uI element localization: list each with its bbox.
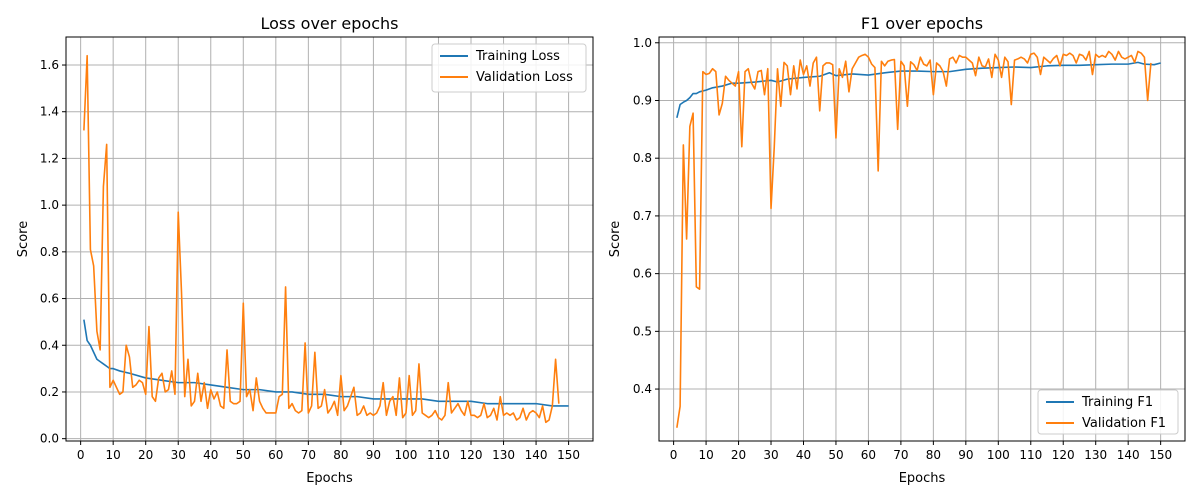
x-tick-label: 120 — [1052, 448, 1075, 462]
x-tick-label: 140 — [525, 448, 548, 462]
series-line-training — [83, 319, 569, 407]
x-tick-label: 110 — [1019, 448, 1042, 462]
legend: Training F1 Validation F1 — [1037, 389, 1179, 435]
x-tick-label: 110 — [427, 448, 450, 462]
x-tick-label: 150 — [557, 448, 580, 462]
y-tick-label: 0.6 — [633, 267, 652, 281]
y-tick-label: 0.7 — [633, 209, 652, 223]
x-tick-label: 40 — [203, 448, 218, 462]
x-tick-label: 20 — [138, 448, 153, 462]
plot-frame — [65, 36, 594, 442]
series-line-validation — [676, 50, 1152, 428]
legend-box — [431, 43, 587, 93]
legend: Training Loss Validation Loss — [431, 43, 587, 93]
x-tick-label: 0 — [670, 448, 678, 462]
x-tick-label: 20 — [731, 448, 746, 462]
y-axis-label: Score — [16, 221, 31, 257]
loss-chart: Loss over epochs Epochs Score 0 10 20 30 40 5… — [16, 14, 594, 486]
x-tick-label: 60 — [268, 448, 283, 462]
y-tick-label: 1.2 — [40, 151, 59, 165]
chart-title: Loss over epochs — [260, 14, 398, 33]
chart-title: F1 over epochs — [861, 14, 983, 33]
x-tick-label: 70 — [301, 448, 316, 462]
x-tick-label: 100 — [394, 448, 417, 462]
f1-chart: F1 over epochs Epochs Score 0 10 20 30 40 50 6… — [608, 14, 1186, 486]
x-tick-label: 130 — [492, 448, 515, 462]
y-tick-label: 0.9 — [633, 93, 652, 107]
x-tick-label: 70 — [893, 448, 908, 462]
x-tick-label: 50 — [828, 448, 843, 462]
x-tick-label: 50 — [236, 448, 251, 462]
x-tick-label: 80 — [926, 448, 941, 462]
series-line-validation — [83, 54, 560, 424]
x-tick-label: 90 — [958, 448, 973, 462]
legend-label: Training F1 — [1081, 395, 1153, 410]
x-tick-label: 30 — [171, 448, 186, 462]
x-axis-label: Epochs — [899, 471, 946, 486]
y-tick-label: 0.8 — [633, 151, 652, 165]
x-tick-label: 0 — [77, 448, 85, 462]
x-tick-label: 10 — [698, 448, 713, 462]
legend-label: Validation F1 — [1082, 416, 1166, 431]
x-tick-label: 130 — [1084, 448, 1107, 462]
x-tick-label: 30 — [763, 448, 778, 462]
x-tick-label: 90 — [366, 448, 381, 462]
x-tick-label: 140 — [1117, 448, 1140, 462]
legend-label: Validation Loss — [476, 70, 573, 85]
y-tick-label: 1.4 — [40, 105, 59, 119]
x-tick-label: 120 — [460, 448, 483, 462]
y-tick-label: 0.0 — [40, 432, 59, 446]
x-tick-label: 60 — [861, 448, 876, 462]
x-tick-label: 80 — [333, 448, 348, 462]
y-tick-label: 1.0 — [633, 36, 652, 50]
y-tick-label: 0.4 — [40, 338, 59, 352]
y-tick-label: 0.2 — [40, 385, 59, 399]
x-tick-label: 40 — [796, 448, 811, 462]
y-tick-label: 0.6 — [40, 292, 59, 306]
y-tick-label: 0.5 — [633, 324, 652, 338]
x-tick-label: 150 — [1149, 448, 1172, 462]
x-tick-label: 10 — [106, 448, 121, 462]
y-tick-label: 0.4 — [633, 382, 652, 396]
y-tick-label: 0.8 — [40, 245, 59, 259]
plot-frame — [658, 36, 1186, 442]
legend-label: Training Loss — [475, 49, 560, 64]
x-axis-label: Epochs — [306, 471, 353, 486]
x-tick-label: 100 — [987, 448, 1010, 462]
y-tick-label: 1.6 — [40, 58, 59, 72]
y-axis-label: Score — [608, 221, 623, 257]
y-tick-label: 1.0 — [40, 198, 59, 212]
